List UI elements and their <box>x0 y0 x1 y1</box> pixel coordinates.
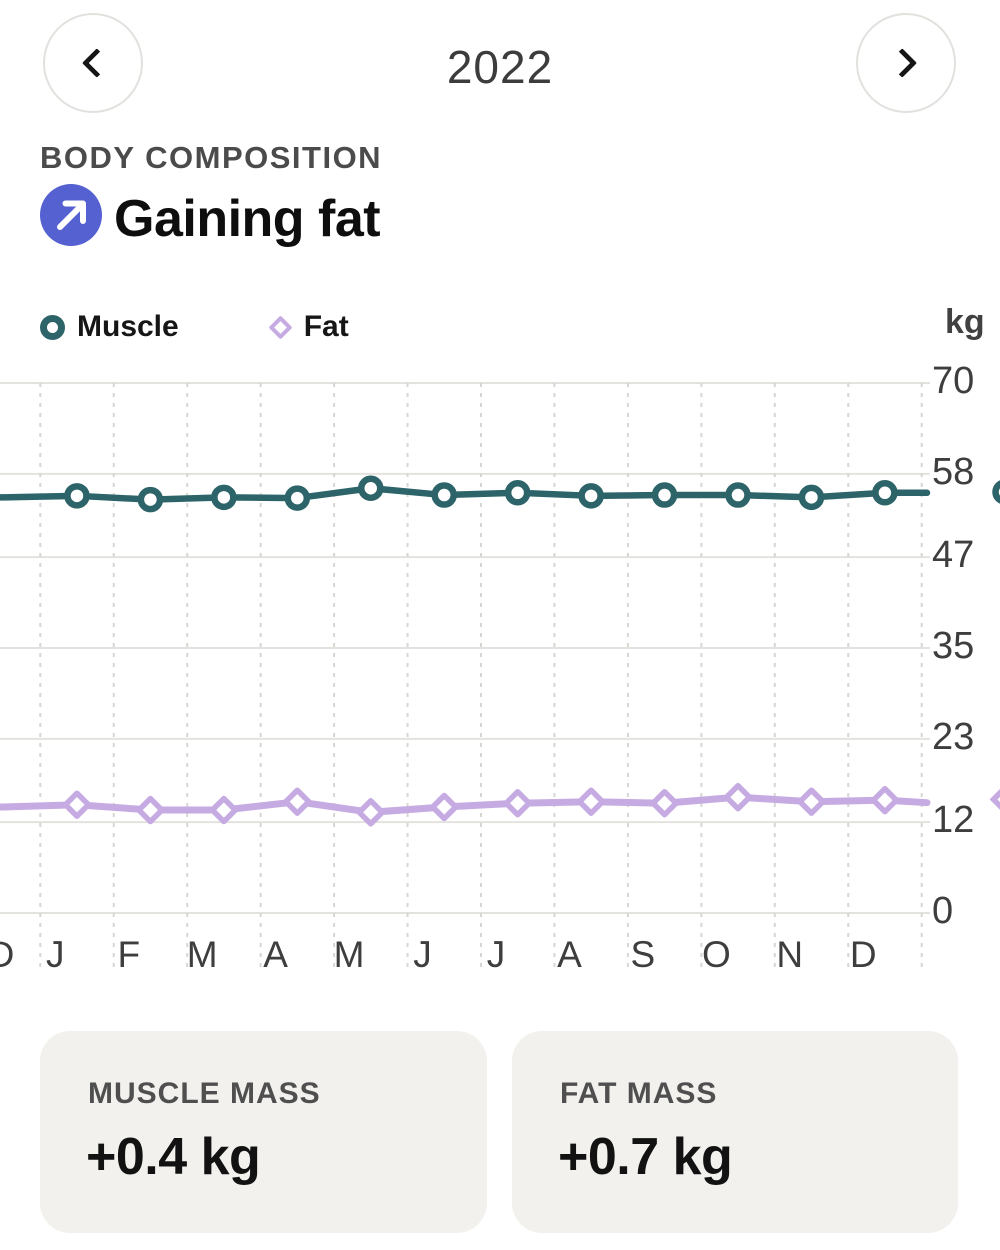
muscle-point[interactable] <box>725 482 751 508</box>
axis-unit-label: kg <box>945 303 985 341</box>
muscle-mass-label: MUSCLE MASS <box>88 1077 321 1110</box>
x-tick-label: F <box>117 934 141 975</box>
fat-point[interactable] <box>62 790 92 819</box>
fat-point[interactable] <box>723 782 753 812</box>
y-tick-label: 47 <box>932 534 975 577</box>
fat-point[interactable] <box>283 787 312 816</box>
fat-point[interactable] <box>870 785 900 815</box>
fat-mass-label: FAT MASS <box>560 1077 718 1110</box>
x-tick-label: M <box>186 934 218 975</box>
fat-point[interactable] <box>429 792 459 822</box>
muscle-point[interactable] <box>651 482 678 508</box>
muscle-marker-icon <box>40 314 65 340</box>
fat-point[interactable] <box>576 787 606 816</box>
y-tick-label: 35 <box>932 625 975 667</box>
x-tick-label: D <box>849 934 877 975</box>
x-tick-label: D <box>0 934 15 975</box>
y-tick-label: 70 <box>932 360 975 402</box>
muscle-point[interactable] <box>64 483 90 509</box>
muscle-point[interactable] <box>358 475 384 501</box>
fat-point[interactable] <box>356 798 385 827</box>
trend-up-right-icon <box>40 184 102 246</box>
page-title: Gaining fat <box>114 190 381 248</box>
y-tick-label: 12 <box>932 799 975 842</box>
x-tick-label: J <box>413 934 432 975</box>
x-tick-label: O <box>701 934 731 975</box>
fat-point[interactable] <box>797 787 826 816</box>
muscle-point[interactable] <box>578 483 604 509</box>
muscle-point[interactable] <box>137 486 164 513</box>
fat-point[interactable] <box>209 795 239 825</box>
muscle-mass-card: MUSCLE MASS +0.4 kg <box>40 1031 487 1233</box>
y-tick-label: 0 <box>932 890 954 932</box>
fat-point[interactable] <box>136 795 165 825</box>
x-tick-label: M <box>333 934 365 975</box>
muscle-point[interactable] <box>431 482 457 508</box>
legend-label-muscle: Muscle <box>77 310 179 343</box>
muscle-point[interactable] <box>872 480 898 506</box>
x-tick-label: A <box>263 934 288 975</box>
next-year-button[interactable] <box>856 13 956 113</box>
x-tick-label: J <box>486 934 506 975</box>
body-composition-chart[interactable] <box>0 0 1000 1000</box>
x-tick-label: A <box>557 934 582 975</box>
muscle-point[interactable] <box>504 480 531 506</box>
year-title: 2022 <box>446 41 554 93</box>
legend-label-fat: Fat <box>303 310 349 343</box>
fat-mass-value: +0.7 kg <box>558 1128 733 1186</box>
muscle-mass-value: +0.4 kg <box>86 1128 261 1186</box>
y-tick-label: 58 <box>932 450 975 493</box>
fat-point[interactable] <box>503 788 532 818</box>
chart-legend: Muscle Fat <box>40 310 349 344</box>
muscle-edge-preview-point <box>992 480 1000 504</box>
x-tick-label: S <box>630 934 656 975</box>
fat-point[interactable] <box>650 788 679 818</box>
muscle-series <box>0 475 1000 513</box>
legend-item-fat: Fat <box>268 310 349 344</box>
y-tick-label: 23 <box>932 715 975 758</box>
legend-item-muscle: Muscle <box>40 310 179 344</box>
fat-edge-preview-point <box>989 789 1000 810</box>
section-label: BODY COMPOSITION <box>40 140 383 175</box>
fat-mass-card: FAT MASS +0.7 kg <box>512 1031 958 1233</box>
muscle-point[interactable] <box>798 484 825 511</box>
muscle-point[interactable] <box>211 484 237 511</box>
x-tick-label: J <box>46 934 65 975</box>
muscle-point[interactable] <box>284 485 311 511</box>
previous-year-button[interactable] <box>43 13 143 113</box>
x-tick-label: N <box>776 934 804 975</box>
fat-series <box>0 782 1000 827</box>
